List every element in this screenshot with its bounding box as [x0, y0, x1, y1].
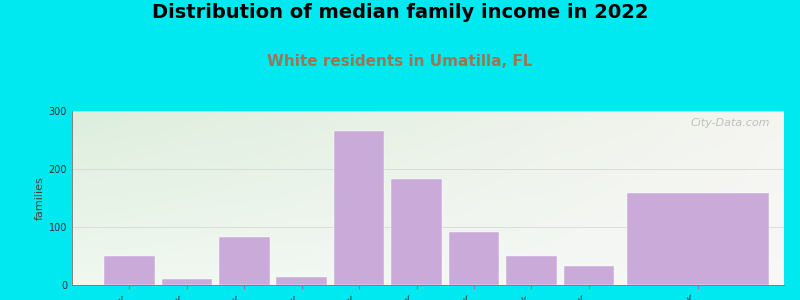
Bar: [277, 277, 327, 285]
Text: City-Data.com: City-Data.com: [690, 118, 770, 128]
Bar: [219, 237, 270, 285]
Bar: [563, 266, 614, 285]
Text: White residents in Umatilla, FL: White residents in Umatilla, FL: [267, 54, 533, 69]
Bar: [506, 256, 557, 285]
Y-axis label: families: families: [34, 176, 45, 220]
Bar: [162, 279, 212, 285]
Bar: [449, 232, 499, 285]
Bar: [391, 179, 442, 285]
Text: Distribution of median family income in 2022: Distribution of median family income in …: [152, 3, 648, 22]
Bar: [104, 256, 154, 285]
Bar: [627, 194, 769, 285]
Bar: [334, 131, 384, 285]
